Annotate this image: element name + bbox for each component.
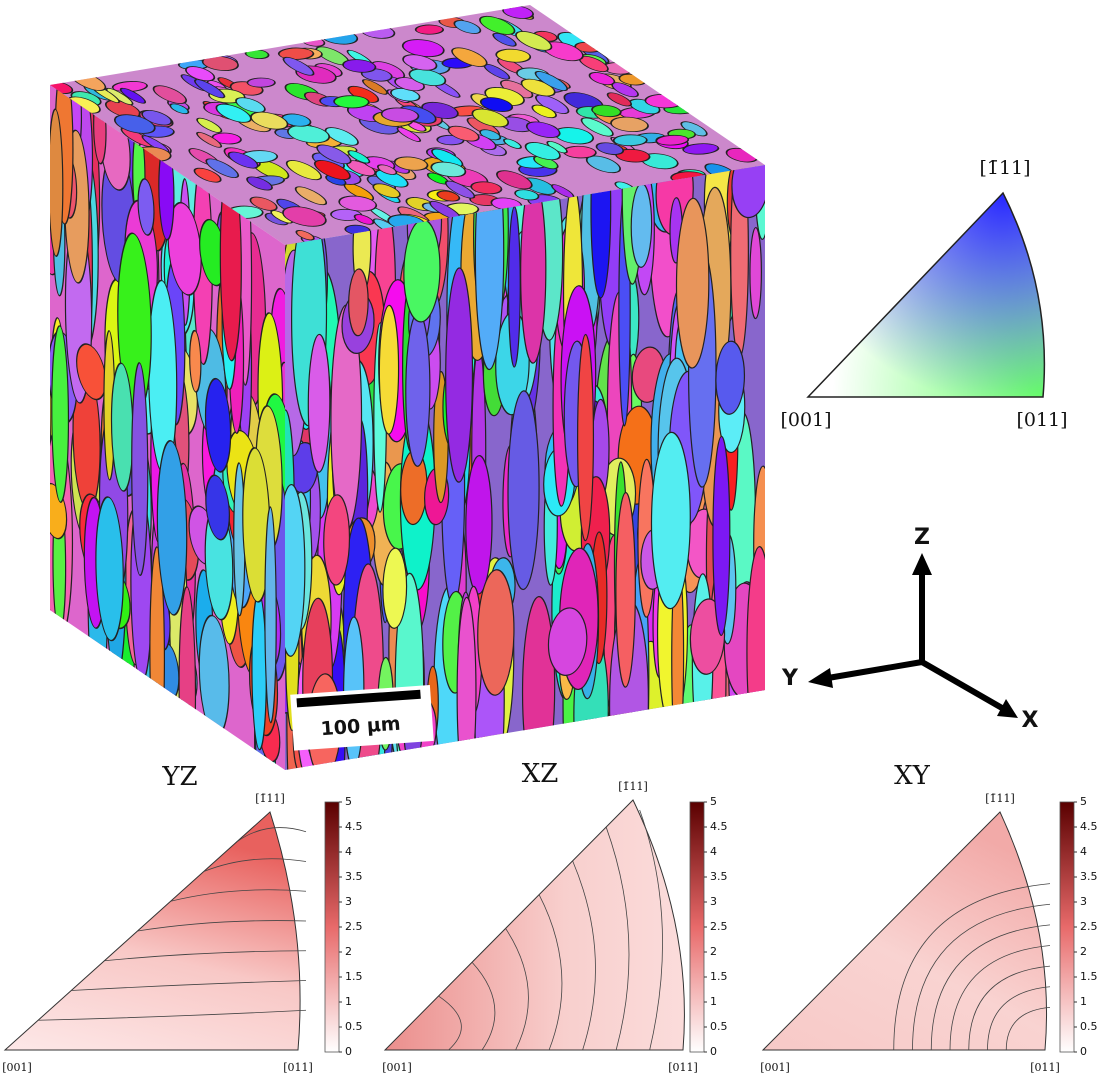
corner-label: [001] — [2, 1061, 32, 1074]
grain — [349, 267, 368, 337]
colorbar-tick-label: 4.5 — [345, 820, 363, 833]
grain — [676, 196, 708, 371]
pole-figures: YZ [001] [011] [1̄11] 0 0.5 1 1.5 2 2.5 3 3.5 4 4.5 5 X… — [2, 759, 1097, 1074]
colorbar-tick-label: 1 — [710, 995, 717, 1008]
corner-label: [011] — [668, 1061, 698, 1074]
grain — [379, 304, 398, 436]
grain — [616, 491, 635, 689]
colorbar-tick-label: 4.5 — [710, 820, 728, 833]
colorbar-tick-label: 5 — [345, 795, 352, 808]
grain — [508, 388, 539, 592]
axis-label: Y — [781, 666, 799, 691]
colorbar-tick-label: 4 — [345, 845, 352, 858]
colorbar-tick-label: 2.5 — [1080, 920, 1097, 933]
ipf-key-label: [1̄11] — [979, 157, 1030, 179]
colorbar-tick-label: 2.5 — [345, 920, 363, 933]
grain — [308, 333, 330, 474]
figure: 100 µm [001] [011] [1̄11] Z Y X YZ[001][… — [0, 0, 1097, 1078]
colorbar — [1060, 802, 1074, 1052]
colorbar-tick-label: 4 — [1080, 845, 1087, 858]
ipf-key-label: [001] — [780, 409, 831, 431]
grain — [132, 357, 148, 580]
y-axis — [828, 662, 922, 678]
colorbar-tick-label: 2 — [345, 945, 352, 958]
grain — [747, 545, 772, 756]
corner-label: [011] — [1030, 1061, 1060, 1074]
arrowhead — [808, 668, 833, 688]
colorbar-tick-label: 0.5 — [345, 1020, 363, 1033]
axis-label: Z — [914, 525, 930, 550]
x-axis — [922, 662, 1002, 708]
grain — [252, 588, 266, 754]
ebsd-cube: 100 µm — [25, 0, 794, 871]
colorbar-tick-label: 3 — [345, 895, 352, 908]
grain — [446, 266, 473, 485]
colorbar-tick-label: 4.5 — [1080, 820, 1097, 833]
colorbar-tick-label: 0 — [710, 1045, 717, 1058]
colorbar-tick-label: 0.5 — [710, 1020, 728, 1033]
colorbar-tick-label: 0 — [345, 1045, 352, 1058]
grain — [713, 435, 730, 637]
colorbar-tick-label: 5 — [1080, 795, 1087, 808]
colorbar-tick-label: 1 — [1080, 995, 1087, 1008]
corner-label: [1̄11] — [985, 792, 1015, 805]
ipf-key-label: [011] — [1016, 409, 1067, 431]
colorbar — [325, 802, 339, 1052]
colorbar-tick-label: 2 — [710, 945, 717, 958]
axes-triad — [808, 553, 1018, 718]
colorbar-tick-label: 1.5 — [710, 970, 728, 983]
pole-figure-title: XY — [894, 761, 931, 791]
pole-figure — [763, 812, 1047, 1050]
grain — [750, 227, 761, 320]
grain — [578, 333, 594, 542]
arrowhead — [912, 553, 932, 575]
pole-figure — [385, 800, 684, 1050]
colorbar-tick-label: 0.5 — [1080, 1020, 1097, 1033]
colorbar-tick-label: 3 — [710, 895, 717, 908]
grain — [466, 453, 492, 596]
colorbar-tick-label: 4 — [710, 845, 717, 858]
pole-figure-title: XZ — [522, 759, 559, 789]
ipf-key-blue — [808, 193, 1044, 397]
grain — [406, 311, 430, 469]
colorbar-tick-label: 2 — [1080, 945, 1087, 958]
grain — [457, 596, 476, 791]
corner-label: [011] — [283, 1061, 313, 1074]
grain — [523, 594, 555, 786]
corner-label: [001] — [382, 1061, 412, 1074]
colorbar-tick-label: 3.5 — [1080, 870, 1097, 883]
grain — [265, 503, 276, 726]
corner-label: [1̄11] — [255, 792, 285, 805]
grain — [508, 206, 520, 368]
colorbar — [690, 802, 704, 1052]
colorbar-tick-label: 3.5 — [345, 870, 363, 883]
colorbar-tick-label: 1.5 — [1080, 970, 1097, 983]
colorbar-tick-label: 2.5 — [710, 920, 728, 933]
grain — [631, 182, 651, 269]
pole-figure — [5, 812, 300, 1050]
colorbar-tick-label: 1.5 — [345, 970, 363, 983]
colorbar-tick-label: 0 — [1080, 1045, 1087, 1058]
axis-label: X — [1022, 708, 1039, 733]
pole-figure-title: YZ — [161, 762, 197, 792]
colorbar-tick-label: 3.5 — [710, 870, 728, 883]
ipf-key: [001] [011] [1̄11] — [780, 157, 1067, 431]
corner-label: [1̄11] — [618, 780, 648, 793]
corner-label: [001] — [760, 1061, 790, 1074]
colorbar-tick-label: 3 — [1080, 895, 1087, 908]
colorbar-tick-label: 5 — [710, 795, 717, 808]
colorbar-tick-label: 1 — [345, 995, 352, 1008]
